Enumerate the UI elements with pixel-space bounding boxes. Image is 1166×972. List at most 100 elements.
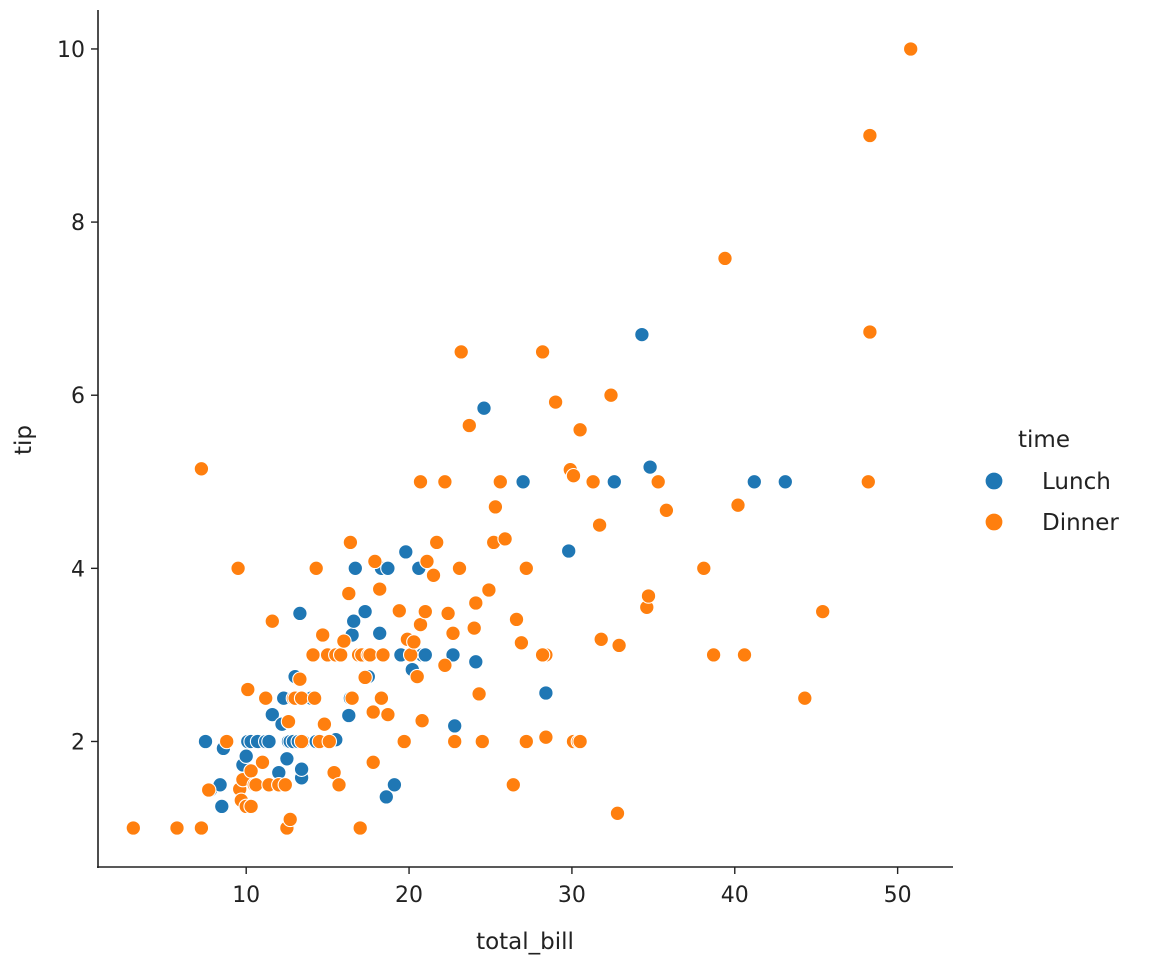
point-lunch [380, 560, 396, 577]
point-dinner [280, 713, 297, 730]
x-ticks: 10 20 30 40 50 [232, 867, 912, 908]
point-dinner [640, 588, 657, 604]
point-dinner [365, 754, 381, 771]
point-dinner [293, 733, 310, 750]
point-dinner [591, 517, 608, 533]
point-dinner [373, 690, 390, 706]
point-lunch [642, 459, 658, 475]
point-dinner [611, 637, 627, 654]
x-tick-label: 30 [558, 883, 586, 908]
point-dinner [603, 387, 619, 403]
point-dinner [362, 647, 378, 663]
point-dinner [414, 712, 430, 729]
point-dinner [332, 647, 349, 663]
point-lunch [264, 706, 281, 723]
point-dinner [193, 461, 210, 477]
point-dinner [585, 474, 601, 490]
point-dinner [321, 733, 338, 750]
point-dinner [230, 560, 246, 577]
point-dinner [534, 344, 551, 360]
legend-label-dinner: Dinner [1042, 510, 1119, 536]
x-tick-label: 50 [884, 883, 912, 908]
point-dinner [308, 560, 324, 577]
point-dinner [277, 777, 294, 793]
point-dinner [518, 733, 535, 750]
y-tick-label: 2 [71, 730, 85, 755]
point-lunch [476, 400, 492, 416]
point-lunch [238, 748, 254, 764]
point-lunch [345, 613, 362, 629]
point-dinner [572, 733, 588, 750]
point-lunch [746, 474, 763, 490]
legend-marker-lunch [984, 471, 1004, 491]
point-dinner [380, 706, 396, 723]
point-dinner [862, 127, 878, 144]
x-axis-label: total_bill [476, 929, 574, 955]
x-tick-label: 20 [395, 883, 423, 908]
point-dinner [314, 627, 331, 643]
point-dinner [862, 324, 878, 340]
point-dinner [412, 616, 429, 633]
point-dinner [565, 467, 582, 484]
point-dinner [248, 777, 264, 793]
point-dinner [396, 733, 412, 750]
point-dinner [391, 603, 408, 619]
point-dinner [218, 733, 235, 750]
point-dinner [797, 690, 813, 706]
points-layer [125, 41, 919, 836]
point-dinner [461, 417, 478, 434]
point-dinner [243, 798, 259, 815]
point-dinner [336, 633, 352, 649]
point-dinner [736, 647, 753, 663]
y-tick-label: 10 [57, 38, 85, 63]
point-lunch [378, 789, 395, 805]
y-tick-label: 8 [71, 211, 85, 236]
point-dinner [593, 631, 609, 648]
point-dinner [446, 733, 463, 750]
point-dinner [471, 686, 487, 702]
point-lunch [538, 685, 554, 701]
point-lunch [560, 543, 577, 559]
point-lunch [777, 474, 794, 490]
point-lunch [417, 647, 434, 663]
legend-label-lunch: Lunch [1042, 469, 1111, 495]
point-dinner [437, 657, 453, 674]
point-dinner [902, 41, 919, 57]
point-dinner [352, 820, 368, 836]
point-dinner [375, 647, 391, 663]
point-lunch [398, 544, 414, 560]
point-dinner [609, 805, 626, 822]
point-dinner [658, 502, 675, 519]
point-dinner [306, 690, 323, 706]
point-dinner [492, 474, 509, 490]
point-lunch [371, 625, 388, 642]
point-dinner [453, 344, 469, 360]
point-dinner [240, 681, 256, 698]
point-dinner [534, 647, 551, 663]
point-dinner [193, 820, 210, 836]
point-dinner [428, 534, 445, 551]
point-lunch [292, 605, 308, 622]
point-dinner [547, 394, 564, 410]
point-dinner [538, 729, 554, 745]
point-lunch [606, 474, 623, 490]
point-dinner [572, 422, 588, 438]
point-lunch [515, 474, 531, 490]
point-dinner [705, 647, 722, 663]
point-dinner [814, 603, 831, 620]
point-dinner [497, 531, 513, 547]
point-dinner [696, 560, 712, 577]
point-lunch [357, 603, 373, 620]
y-tick-label: 6 [71, 384, 85, 409]
point-dinner [125, 820, 142, 836]
point-dinner [474, 733, 491, 750]
legend-title: time [1018, 427, 1070, 453]
point-dinner [344, 690, 360, 706]
point-dinner [293, 690, 310, 706]
point-dinner [451, 560, 468, 577]
point-dinner [466, 620, 482, 636]
point-dinner [365, 704, 381, 720]
point-lunch [386, 777, 403, 793]
point-dinner [419, 553, 435, 570]
